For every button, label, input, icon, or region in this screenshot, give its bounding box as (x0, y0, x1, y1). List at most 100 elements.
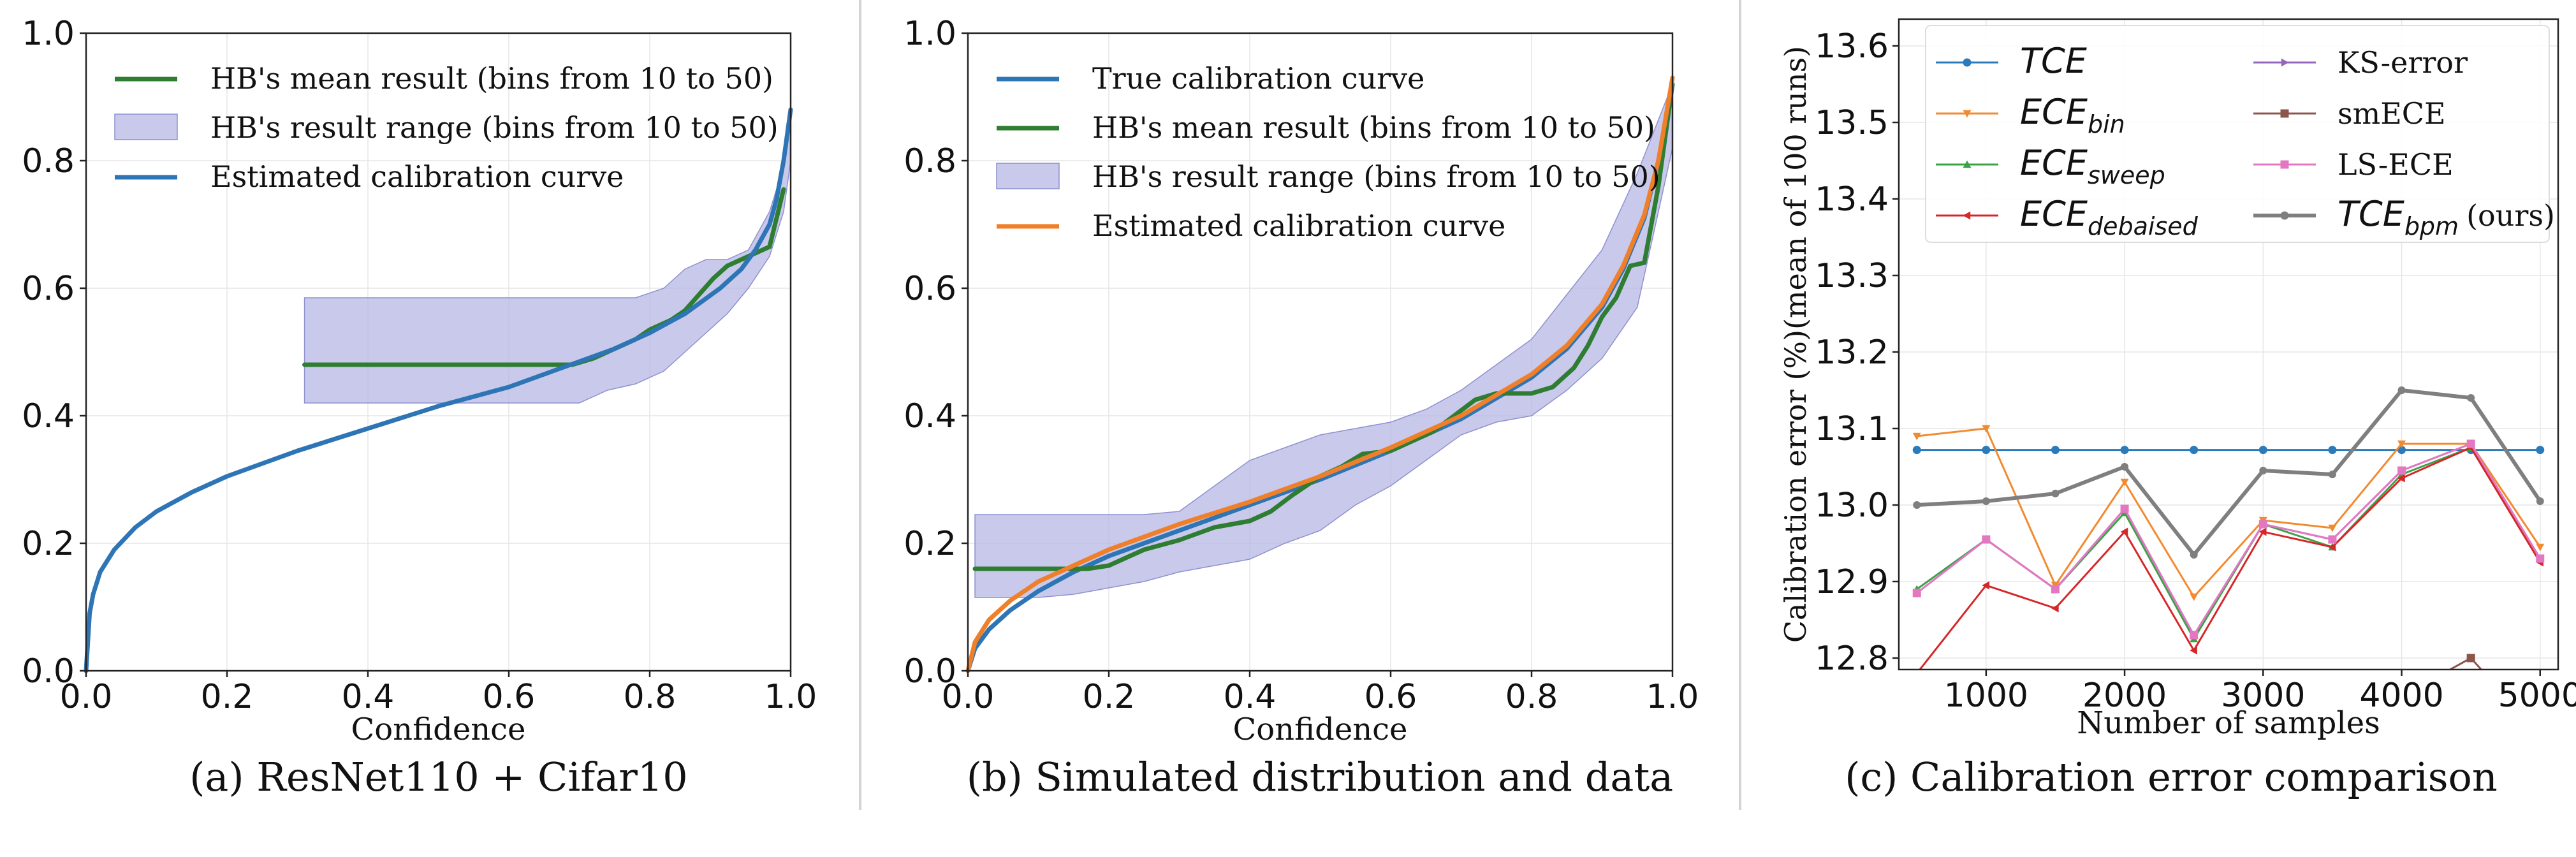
x-tick-label: 3000 (2221, 677, 2305, 715)
data-point (1982, 581, 1990, 590)
data-point (2120, 504, 2129, 513)
plot-frame (85, 32, 792, 672)
data-point (2051, 446, 2060, 455)
data-point (2258, 520, 2267, 529)
legend-label-main: ECE (2020, 194, 2088, 234)
data-point (2536, 731, 2544, 739)
y-tick-label: 0.8 (22, 142, 75, 180)
y-tick-label: 1.0 (22, 15, 75, 53)
y-tick-label: 13.2 (1815, 333, 1889, 372)
series-ks-error-line (1916, 443, 2542, 636)
x-tick-label: 1000 (1944, 677, 2028, 715)
hb-mean-line (972, 82, 1675, 571)
legend-label: HB's mean result (bins from 10 to 50) (1092, 110, 1655, 145)
series-ls-ece-line (1916, 443, 2542, 636)
data-point (2536, 446, 2545, 455)
legend-label-subscript: debaised (2088, 212, 2199, 240)
legend-label-main: ECE (2020, 92, 2088, 132)
data-point (2190, 446, 2199, 455)
y-tick-label: 12.9 (1815, 563, 1889, 601)
legend: True calibration curve HB's mean result (… (996, 61, 1660, 243)
data-point (2466, 654, 2475, 663)
legend-marker (1963, 160, 1972, 168)
y-axis-label: Calibration error (%)(mean of 100 runs) (1778, 46, 1813, 643)
x-axis-label: Number of samples (2077, 705, 2380, 741)
y-tick-label: 13.6 (1815, 27, 1889, 66)
data-point (2466, 439, 2475, 448)
legend-label: TCEbpm (ours) (2338, 194, 2555, 240)
y-tick-label: 12.8 (1815, 640, 1889, 678)
legend-marker (1963, 211, 1971, 220)
data-point (2120, 478, 2129, 487)
data-point (2397, 466, 2406, 475)
data-point (1982, 446, 1991, 455)
legend-label: TCE (2020, 41, 2088, 81)
data-point (2397, 440, 2406, 448)
legend-marker (1963, 58, 1972, 67)
data-point (2190, 631, 2199, 640)
data-point (2536, 543, 2545, 552)
series-ece-bin-line (1917, 427, 2542, 598)
data-point (1912, 446, 1921, 455)
data-point (2328, 535, 2337, 544)
panel-separator (1739, 0, 1741, 810)
data-point (1982, 535, 1991, 544)
data-point (1913, 501, 1921, 509)
y-tick-label: 1.0 (904, 15, 956, 53)
legend-marker (1963, 110, 1972, 118)
x-tick-label: 0.8 (624, 678, 677, 716)
x-tick-label: 0.0 (60, 678, 113, 716)
data-point (1982, 497, 1990, 505)
data-point (2120, 446, 2129, 455)
chart-caption: (b) Simulated distribution and data (967, 754, 1673, 800)
legend-label-main: LS-ECE (2338, 147, 2454, 182)
legend-label: HB's mean result (bins from 10 to 50) (210, 61, 773, 96)
data-point (2258, 527, 2267, 536)
chart-caption: (a) ResNet110 + Cifar10 (189, 754, 688, 800)
chart-c: 1000 2000 3000 4000 5000 12.8 12.9 13.0 13.1 13.2… (1778, 18, 2576, 800)
legend: HB's mean result (bins from 10 to 50) HB'… (114, 61, 779, 194)
data-point (2259, 467, 2267, 474)
data-point (2397, 474, 2405, 483)
legend-label: ECEsweep (2020, 143, 2165, 189)
legend-box (1925, 25, 2550, 243)
legend-label: LS-ECE (2338, 147, 2454, 182)
legend-label: smECE (2338, 96, 2446, 131)
data-point (2536, 497, 2544, 505)
data-point (2120, 527, 2128, 536)
legend-label-main: KS-error (2338, 45, 2468, 80)
y-tick-label: 0.4 (22, 397, 75, 436)
legend-label: HB's result range (bins from 10 to 50) (1092, 159, 1660, 194)
data-point (2121, 463, 2129, 471)
legend-label: KS-error (2338, 45, 2468, 80)
panel-separator (859, 0, 861, 810)
data-point (2328, 446, 2337, 455)
legend-label: ECEbin (2020, 92, 2125, 138)
data-point (1912, 589, 1921, 597)
legend-label-subscript: sweep (2088, 161, 2165, 189)
y-tick-label: 0.6 (904, 270, 956, 308)
legend-label-main: ECE (2020, 143, 2088, 183)
y-tick-label: 13.3 (1815, 257, 1889, 295)
x-tick-label: 0.0 (942, 678, 995, 716)
legend-marker (2281, 58, 2289, 67)
data-point (2190, 646, 2197, 655)
x-tick-label: 1.0 (1646, 678, 1699, 716)
data-point (1982, 425, 1991, 433)
x-tick-label: 0.4 (342, 678, 395, 716)
x-tick-label: 5000 (2498, 677, 2576, 715)
y-tick-label: 0.2 (904, 525, 956, 563)
x-axis-label: Confidence (1233, 712, 1408, 747)
x-tick-label: 0.2 (201, 678, 254, 716)
legend-label: Estimated calibration curve (210, 159, 624, 194)
legend-label-subscript: bpm (2404, 212, 2459, 240)
y-tick-label: 0.6 (22, 270, 75, 308)
x-tick-label: 1.0 (765, 678, 817, 716)
chart-b: 0.0 0.2 0.4 0.6 0.8 1.0 0.0 0.2 0.4 0.6 0.8 1.0 Conf… (904, 15, 1699, 800)
plot-area (1912, 386, 2545, 739)
data-point (2328, 543, 2336, 552)
y-tick-label: 0.2 (22, 525, 75, 563)
y-tick-label: 0.4 (904, 397, 956, 436)
legend-label-subscript: bin (2088, 110, 2125, 138)
